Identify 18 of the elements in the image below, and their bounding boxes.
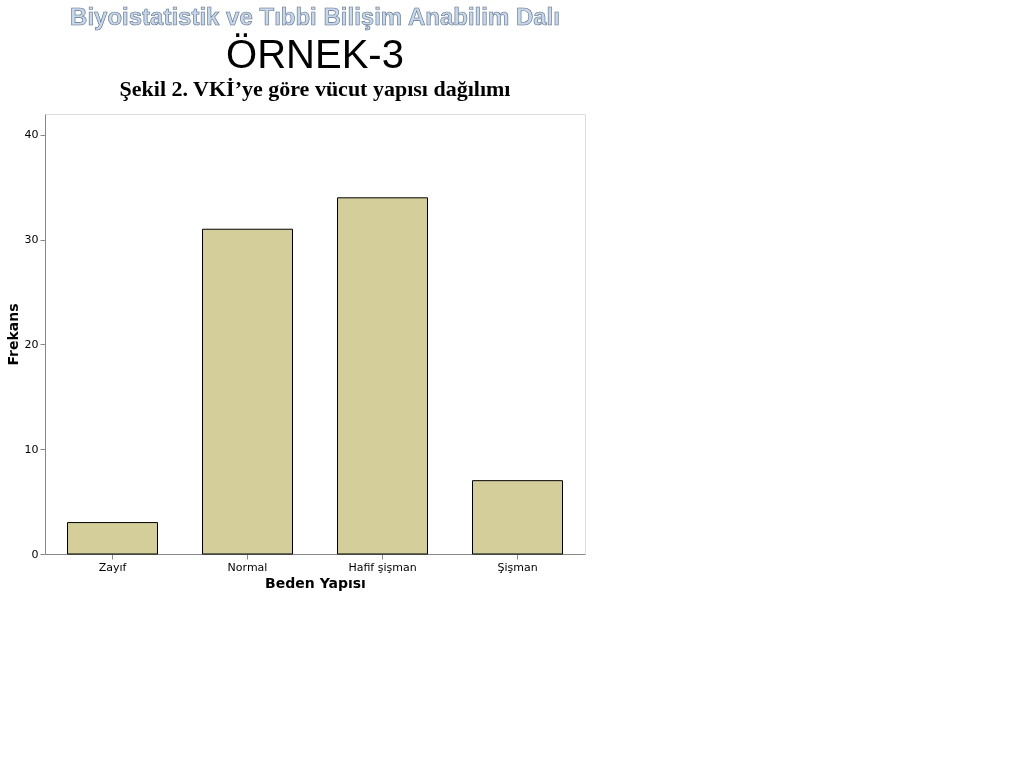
bar	[67, 522, 158, 555]
y-tick-label: 10	[24, 442, 39, 456]
x-tick-label: Şişman	[497, 560, 538, 574]
y-tick-label: 30	[24, 233, 39, 247]
y-axis-title: Frekans	[4, 303, 21, 366]
bar	[337, 197, 428, 555]
x-tick-label: Normal	[227, 560, 268, 574]
bar	[472, 480, 563, 555]
y-tick-label: 40	[24, 128, 39, 142]
y-tick-label: 20	[24, 337, 39, 351]
x-axis-title: Beden Yapısı	[265, 574, 366, 591]
bar	[202, 228, 293, 555]
x-tick-label: Hafif şişman	[348, 560, 417, 574]
x-tick-label: Zayıf	[98, 560, 128, 574]
text: Biyoistatistik ve Tıbbi Bilişim Anabilim Dalı	[70, 3, 560, 30]
chart-title: ÖRNEK-3	[226, 32, 404, 76]
y-tick-label: 0	[31, 547, 39, 561]
chart-subtitle: Şekil 2. VKİ’ye göre vücut yapısı dağılımı	[119, 76, 511, 101]
